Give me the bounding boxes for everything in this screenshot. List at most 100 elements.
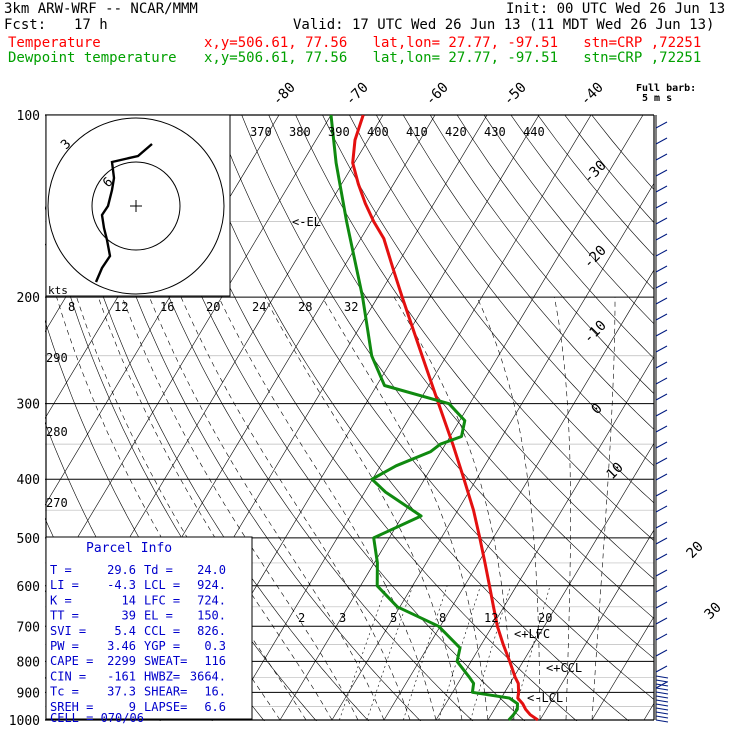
- moist-adiabat-35: [554, 297, 571, 720]
- mixing-ratio-label: 8: [439, 611, 446, 625]
- hodograph-trace: [94, 143, 153, 283]
- wind-barb: [655, 665, 668, 673]
- isotherm-label: -80: [270, 80, 299, 109]
- barb-key-units: 5 m s: [642, 93, 673, 104]
- parcel-key: CIN =: [50, 669, 86, 683]
- parcel-key: CCL =: [144, 624, 180, 638]
- parcel-info-box: Parcel Info T = 29.6 Td = 24.0 LI = -4.3 LCL = 9…: [45, 536, 253, 725]
- wind-barb: [655, 707, 669, 711]
- wind-barb: [655, 585, 668, 593]
- dry-adiabat-340: [241, 115, 654, 659]
- moist-adiabat-10: [218, 296, 437, 721]
- isotherm-10: [435, 356, 654, 721]
- wind-barb: [655, 711, 669, 715]
- ccl-marker: <+CCL: [546, 661, 582, 675]
- mixing-ratio-5: [403, 585, 448, 721]
- wind-barb: [655, 679, 669, 683]
- mixing-ratio-12: [470, 585, 511, 721]
- hodograph-speed-label: 8: [68, 300, 75, 314]
- mixing-ratio-label: 2: [298, 611, 305, 625]
- isotherm-50: [643, 702, 654, 721]
- mixing-ratio-label: 3: [339, 611, 346, 625]
- theta-label: 430: [484, 125, 506, 139]
- theta-label: 390: [328, 125, 350, 139]
- wind-barb: [655, 537, 668, 545]
- wind-barb: [655, 345, 668, 353]
- wind-barb: [655, 329, 668, 337]
- parcel-key: TT =: [50, 609, 79, 623]
- model-title: 3km ARW-WRF -- NCAR/MMM: [4, 1, 198, 17]
- parcel-value: 14: [122, 593, 136, 607]
- parcel-key: SREH =: [50, 700, 93, 714]
- wind-barbs: [655, 115, 669, 723]
- pressure-tick-label: 300: [17, 398, 40, 413]
- pressure-tick-label: 900: [17, 686, 40, 701]
- mixing-ratio-label: 12: [484, 611, 498, 625]
- mixing-ratio-3: [366, 585, 414, 721]
- pressure-tick-label: 700: [17, 620, 40, 635]
- wind-barb: [655, 569, 668, 577]
- barb-key-label: Full barb:: [636, 83, 697, 94]
- parcel-value: 9: [129, 700, 136, 714]
- wind-barb: [655, 393, 668, 401]
- hodograph-ring-outer: [47, 117, 225, 295]
- wind-barb: [655, 249, 668, 257]
- hodograph-speed-label: 24: [252, 300, 266, 314]
- dry-adiabat-410: [429, 115, 654, 395]
- parcel-key: LAPSE=: [144, 700, 187, 714]
- moist-adiabat-0: [149, 296, 385, 721]
- dry-adiabat-400: [402, 115, 654, 430]
- dry-adiabat-320: [187, 115, 630, 721]
- hodograph-speed-label: 28: [298, 300, 312, 314]
- temperature-label: Temperature: [8, 35, 101, 51]
- wind-barb: [655, 313, 668, 321]
- parcel-value: 16.: [204, 685, 226, 699]
- dry-adiabat-330: [214, 115, 654, 700]
- parcel-key: YGP =: [144, 639, 180, 653]
- isotherm-label: -40: [578, 80, 607, 109]
- hodograph-speed-label: 32: [344, 300, 358, 314]
- wind-barb: [655, 691, 669, 695]
- moist-adiabat-40: [591, 297, 616, 721]
- parcel-key: LCL =: [144, 578, 180, 592]
- parcel-key: CAPE =: [50, 654, 93, 668]
- dry-adiabat-420: [456, 115, 654, 359]
- dry-adiabat-460: [564, 115, 654, 224]
- parcel-value: 5.4: [114, 624, 136, 638]
- parcel-cell-label: CELL = 070/06: [50, 711, 144, 725]
- moist-adiabat-15: [264, 296, 463, 721]
- dry-adiabat-350: [268, 115, 654, 619]
- wind-barb: [655, 505, 668, 513]
- mixing-ratio-label: 20: [538, 611, 552, 625]
- parcel-key: LI =: [50, 578, 79, 592]
- lfc-marker: <+LFC: [514, 627, 550, 641]
- parcel-key: PW =: [50, 639, 79, 653]
- parcel-key: LFC =: [144, 593, 180, 607]
- theta-label-left: 290: [46, 351, 68, 365]
- parcel-value: 116: [204, 654, 226, 668]
- wind-barb: [655, 675, 669, 679]
- wind-barb: [655, 719, 669, 723]
- fcst-value: 17 h: [74, 17, 108, 33]
- wind-barb: [655, 601, 668, 609]
- parcel-key: T =: [50, 563, 72, 577]
- isotherm-label: -60: [423, 80, 452, 109]
- theta-label: 380: [289, 125, 311, 139]
- valid-time: Valid: 17 UTC Wed 26 Jun 13 (11 MDT Wed …: [293, 17, 715, 33]
- wind-barb: [655, 217, 668, 225]
- parcel-value: 29.6: [107, 563, 136, 577]
- parcel-key: K =: [50, 593, 72, 607]
- dry-adiabat-450: [537, 115, 654, 257]
- parcel-key: EL =: [144, 609, 173, 623]
- wind-barb: [655, 297, 668, 305]
- fcst-label: Fcst:: [4, 17, 47, 33]
- parcel-value: 826.: [197, 624, 226, 638]
- isotherm--30: [227, 115, 592, 721]
- hodograph-speed-label: 16: [160, 300, 174, 314]
- theta-label: 420: [445, 125, 467, 139]
- wind-barb: [655, 553, 668, 561]
- wind-barb: [655, 703, 669, 707]
- moist-adiabat--5: [122, 296, 359, 721]
- pressure-tick-label: 200: [17, 291, 40, 306]
- dry-adiabat-300: [133, 115, 526, 721]
